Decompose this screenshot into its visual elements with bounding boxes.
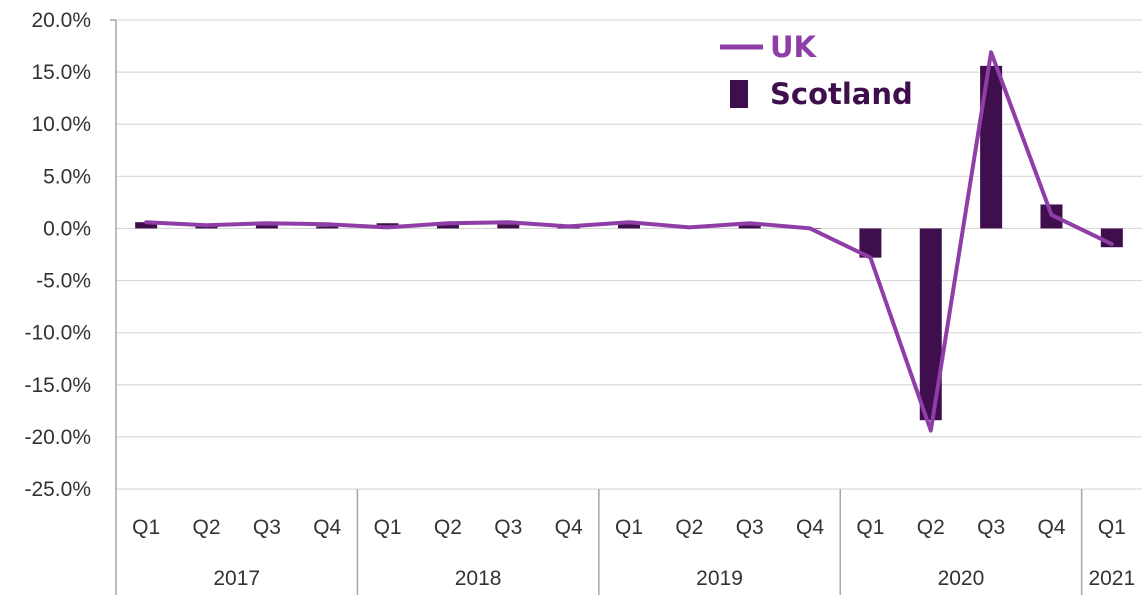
quarter-label: Q4: [1037, 516, 1065, 539]
uk-line-layer: [144, 50, 1114, 433]
scotland-bar: [497, 224, 520, 229]
legend-scotland-swatch: [730, 80, 748, 108]
x-axis-year-labels: 2017 2018 2019 2020 2021: [213, 567, 1135, 590]
y-tick-label: -25.0%: [24, 478, 91, 501]
quarter-label: Q2: [675, 516, 703, 539]
scotland-bar: [618, 223, 640, 229]
y-tick-label: 10.0%: [31, 113, 91, 136]
y-tick-label: 20.0%: [31, 9, 91, 32]
quarter-label: Q4: [796, 516, 824, 539]
year-label: 2019: [696, 567, 743, 590]
legend: UK Scotland: [720, 30, 913, 111]
quarter-label: Q2: [917, 516, 945, 539]
y-tick-label: 15.0%: [31, 61, 91, 84]
year-label: 2020: [938, 567, 985, 590]
y-tick-label: -5.0%: [36, 270, 91, 293]
quarter-label: Q1: [856, 516, 884, 539]
y-tick-label: 0.0%: [43, 217, 91, 240]
y-axis-tick-labels: 20.0% 15.0% 10.0% 5.0% 0.0% -5.0% -10.0% -15.0%…: [24, 9, 91, 501]
scotland-bar: [859, 228, 882, 258]
year-label: 2021: [1088, 567, 1135, 590]
y-tick-label: -20.0%: [24, 426, 91, 449]
scotland-bar: [980, 65, 1003, 229]
legend-uk-label: UK: [770, 30, 818, 64]
legend-scotland-label: Scotland: [770, 77, 913, 111]
scotland-bars: [135, 65, 1123, 421]
year-label: 2017: [213, 567, 260, 590]
quarter-label: Q3: [977, 516, 1005, 539]
quarter-label: Q4: [555, 516, 583, 539]
scotland-bar: [135, 222, 158, 229]
year-label: 2018: [455, 567, 502, 590]
y-tick-label: 5.0%: [43, 165, 91, 188]
uk-series-line: [144, 50, 1114, 433]
quarter-label: Q3: [736, 516, 764, 539]
quarter-label: Q3: [253, 516, 281, 539]
quarter-label: Q1: [132, 516, 160, 539]
scotland-bar: [738, 225, 761, 229]
scotland-bar: [316, 226, 339, 229]
scotland-bar: [919, 228, 942, 421]
y-tick-label: -15.0%: [24, 374, 91, 397]
scotland-bar: [255, 225, 278, 229]
y-tick-label: -10.0%: [24, 322, 91, 345]
scotland-bar: [436, 222, 459, 229]
quarter-label: Q4: [313, 516, 341, 539]
x-axis-quarter-labels: Q1 Q2 Q3 Q4 Q1 Q2 Q3 Q4 Q1 Q2 Q3 Q4 Q1 Q2 Q3 Q4 Q1: [132, 516, 1126, 539]
quarter-label: Q1: [1098, 516, 1126, 539]
quarter-label: Q1: [615, 516, 643, 539]
axes: [110, 19, 1083, 595]
quarter-label: Q2: [193, 516, 221, 539]
quarter-label: Q2: [434, 516, 462, 539]
quarter-label: Q3: [494, 516, 522, 539]
quarter-label: Q1: [374, 516, 402, 539]
